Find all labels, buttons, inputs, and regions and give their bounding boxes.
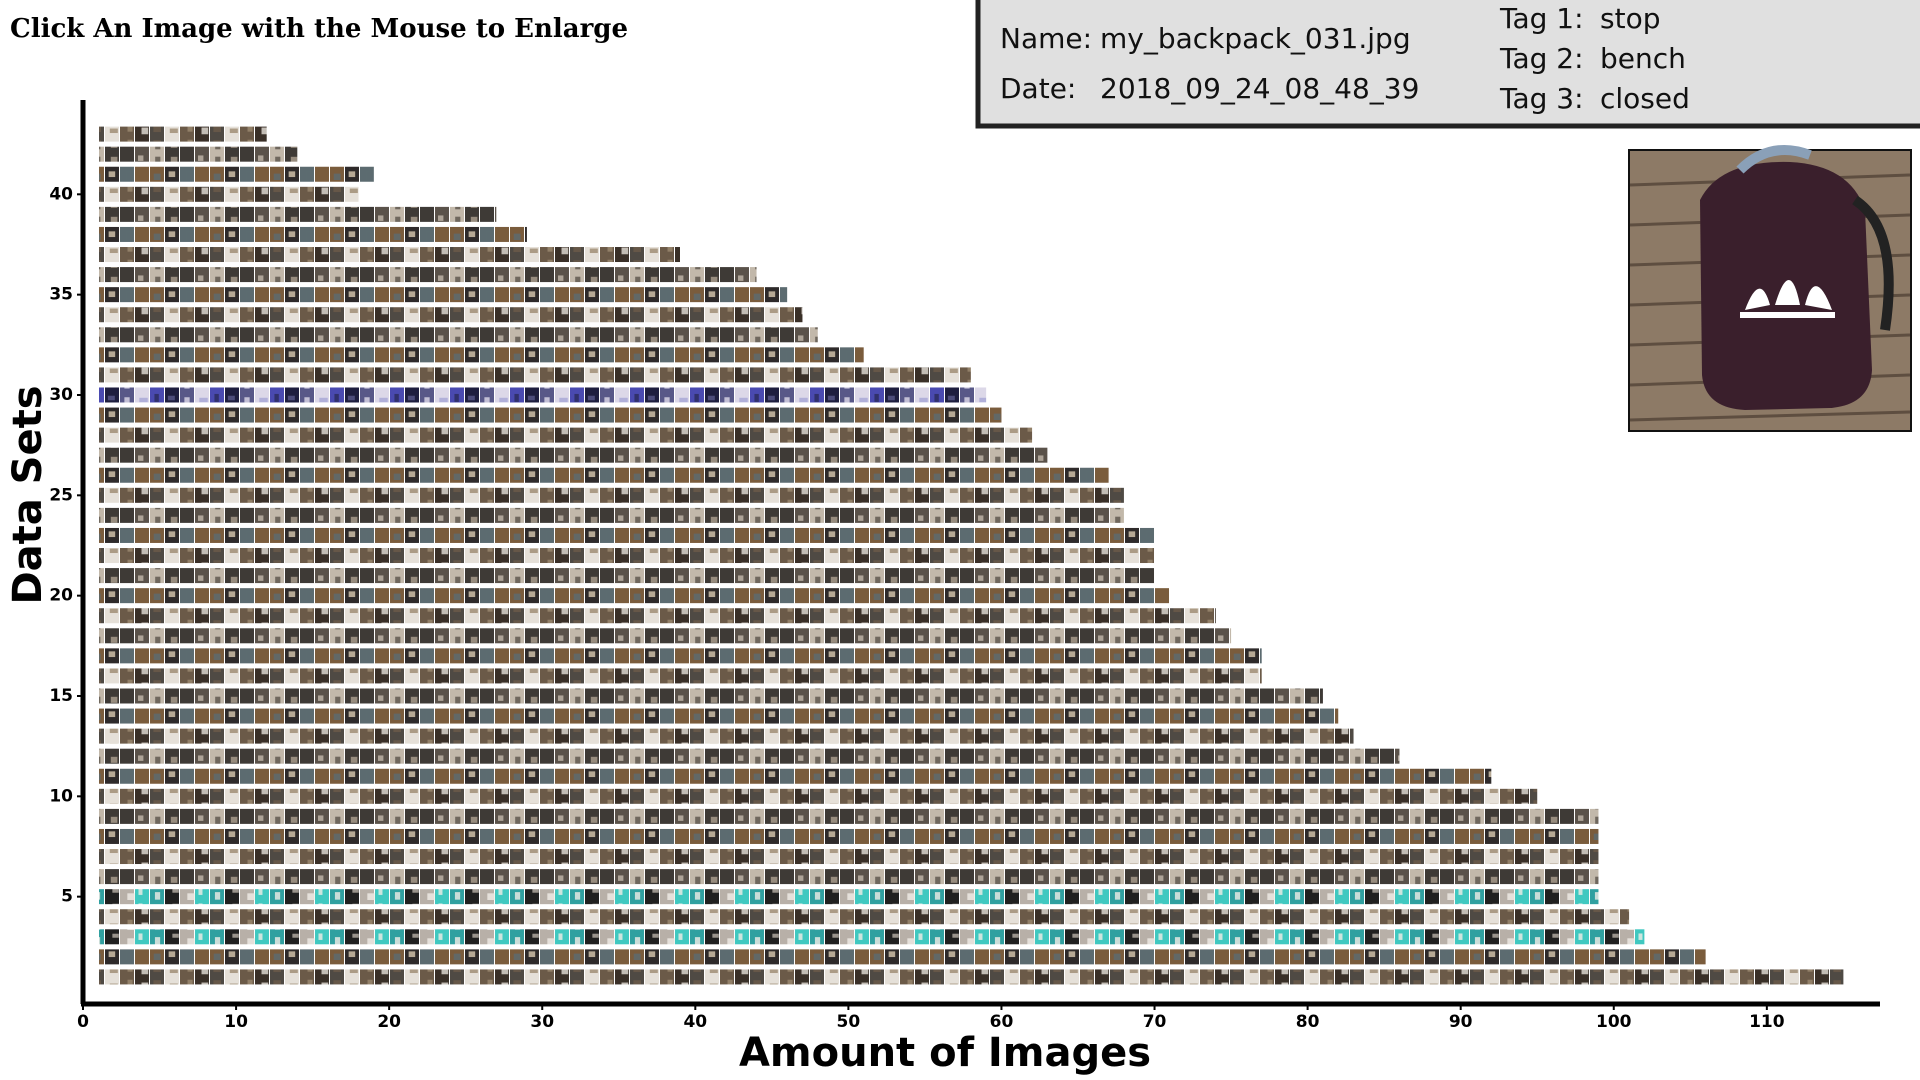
image-row[interactable] — [99, 206, 497, 222]
y-tick-label: 35 — [49, 285, 73, 305]
x-tick-label: 100 — [1596, 1012, 1632, 1032]
image-row[interactable] — [99, 808, 1599, 824]
x-tick-label: 90 — [1449, 1012, 1473, 1032]
logo-line — [1740, 312, 1835, 318]
image-row[interactable] — [99, 287, 788, 303]
image-row[interactable] — [99, 548, 1155, 564]
image-row[interactable] — [99, 447, 1048, 463]
info-panel — [975, 0, 1920, 129]
image-row[interactable] — [99, 166, 374, 182]
image-row[interactable] — [99, 307, 803, 323]
image-row[interactable] — [99, 969, 1844, 985]
image-row[interactable] — [99, 608, 1216, 624]
x-axis-label: Amount of Images — [739, 1030, 1151, 1076]
image-row[interactable] — [99, 849, 1599, 865]
image-row[interactable] — [99, 909, 1630, 925]
image-row[interactable] — [99, 768, 1492, 784]
image-row[interactable] — [99, 186, 359, 202]
tag-value: bench — [1600, 42, 1686, 75]
tag-label: Tag 2: — [1499, 42, 1584, 75]
x-tick-label: 20 — [377, 1012, 401, 1032]
tag-label: Tag 3: — [1499, 82, 1584, 115]
tag-label: Tag 1: — [1499, 2, 1584, 35]
image-row[interactable] — [99, 487, 1124, 503]
image-row[interactable] — [99, 648, 1262, 664]
image-row[interactable] — [99, 327, 818, 343]
date-value: 2018_09_24_08_48_39 — [1100, 72, 1419, 105]
image-row[interactable] — [99, 688, 1323, 704]
backpack-handle — [1736, 145, 1812, 174]
y-tick-label: 15 — [49, 686, 73, 706]
image-row[interactable] — [99, 628, 1232, 644]
y-tick-label: 10 — [49, 786, 73, 806]
preview[interactable] — [1628, 145, 1912, 432]
name-label: Name: — [1000, 22, 1092, 55]
image-row[interactable] — [99, 427, 1033, 443]
image-row[interactable] — [99, 226, 527, 242]
image-row[interactable] — [99, 568, 1155, 584]
date-label: Date: — [1000, 72, 1076, 105]
y-axis-label: Data Sets — [5, 385, 51, 604]
y-tick-label: 40 — [49, 184, 73, 204]
x-tick-label: 10 — [224, 1012, 248, 1032]
image-row[interactable] — [99, 507, 1124, 523]
backpack-strap — [1852, 195, 1894, 331]
image-row[interactable] — [99, 748, 1400, 764]
tag-value: closed — [1600, 82, 1690, 115]
page-title: Click An Image with the Mouse to Enlarge — [10, 14, 628, 44]
image-row[interactable] — [99, 708, 1339, 724]
x-tick-label: 40 — [683, 1012, 707, 1032]
y-tick-label: 5 — [61, 887, 73, 907]
image-row[interactable] — [99, 347, 864, 363]
image-row[interactable] — [99, 588, 1170, 604]
y-tick-label: 20 — [49, 586, 73, 606]
image-row[interactable] — [99, 467, 1109, 483]
x-tick-label: 30 — [530, 1012, 554, 1032]
x-tick-label: 60 — [990, 1012, 1014, 1032]
y-tick-label: 25 — [49, 485, 73, 505]
image-row[interactable] — [99, 247, 680, 263]
logo — [1745, 280, 1832, 310]
name-value: my_backpack_031.jpg — [1100, 22, 1411, 55]
image-row[interactable] — [99, 527, 1155, 543]
image-row[interactable] — [99, 889, 1599, 905]
image-row[interactable] — [99, 407, 1002, 423]
image-row[interactable] — [99, 828, 1599, 844]
image-row[interactable] — [99, 929, 1645, 945]
image-row[interactable] — [99, 728, 1354, 744]
image-row[interactable] — [99, 387, 987, 403]
x-tick-label: 0 — [77, 1012, 89, 1032]
x-tick-label: 110 — [1749, 1012, 1785, 1032]
x-tick-label: 50 — [837, 1012, 861, 1032]
image-row[interactable] — [99, 869, 1599, 885]
image-row[interactable] — [99, 668, 1262, 684]
image-row[interactable] — [99, 146, 298, 162]
y-tick-label: 30 — [49, 385, 73, 405]
tag-value: stop — [1600, 2, 1660, 35]
image-row[interactable] — [99, 267, 757, 283]
image-row[interactable] — [99, 788, 1538, 804]
x-tick-label: 70 — [1143, 1012, 1167, 1032]
image-row[interactable] — [99, 367, 971, 383]
image-row[interactable] — [99, 949, 1706, 965]
image-row[interactable] — [99, 126, 267, 142]
x-tick-label: 80 — [1296, 1012, 1320, 1032]
